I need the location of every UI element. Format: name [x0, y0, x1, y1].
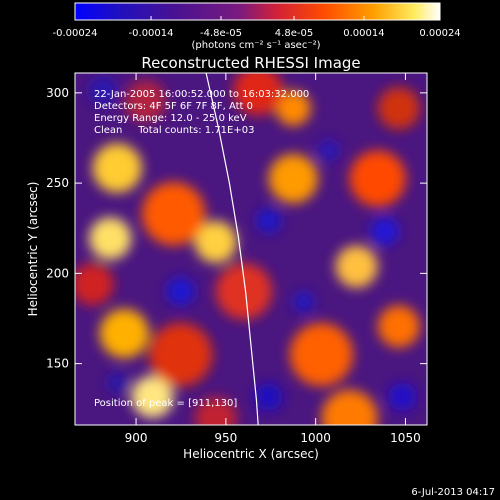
heatmap-blob	[148, 322, 213, 387]
heatmap-blob	[89, 76, 118, 105]
heatmap-blob	[289, 322, 354, 387]
heatmap-blob	[335, 245, 378, 288]
colorbar-tick-label: -0.00014	[129, 28, 174, 39]
solar-limb-curve	[205, 73, 259, 425]
annotation-block: 22-Jan-2005 16:00:52.000 to 16:03:32.000…	[94, 89, 309, 136]
x-tick-label: 950	[214, 431, 237, 445]
heatmap-blob	[293, 291, 315, 313]
x-axis-label: Heliocentric X (arcsec)	[183, 447, 319, 461]
heatmap-blob	[141, 182, 206, 246]
heatmap-blob	[233, 73, 283, 116]
heatmap-blob	[377, 305, 420, 348]
heatmap-blob	[194, 220, 237, 264]
heatmap-blob	[124, 80, 167, 123]
heatmap-blob	[166, 277, 195, 306]
footer-timestamp: 6-Jul-2013 04:17	[411, 487, 495, 498]
y-tick-label: 150	[46, 357, 69, 371]
chart-title: Reconstructed RHESSI Image	[141, 54, 360, 72]
x-axis-ticks: 900 950 1000 1050	[125, 73, 421, 445]
heatmap-blob	[75, 263, 114, 306]
annotation-clean-counts: Clean Total counts: 1.71E+03	[94, 125, 254, 136]
heatmap-blob	[215, 263, 273, 320]
y-axis-label: Heliocentric Y (arcsec)	[26, 182, 40, 317]
x-tick-label: 900	[125, 431, 148, 445]
heatmap-blob	[89, 217, 132, 260]
colorbar-units: (photons cm⁻² s⁻¹ asec⁻²)	[191, 40, 320, 51]
plot-frame	[74, 72, 428, 426]
heatmap-blob	[256, 208, 281, 234]
annotation-energy: Energy Range: 12.0 - 25.0 keV	[94, 113, 247, 124]
colorbar-gradient	[74, 2, 441, 21]
heatmap-blob	[349, 150, 406, 207]
heatmap-blob	[194, 396, 237, 425]
colorbar-tick-label: 0.00024	[419, 28, 460, 39]
heatmap-blob	[99, 308, 149, 359]
heatmap-blob	[92, 143, 142, 193]
heatmap-blob	[388, 382, 417, 411]
x-tick-label: 1050	[390, 431, 421, 445]
plot-area	[74, 72, 428, 426]
annotation-time-range: 22-Jan-2005 16:00:52.000 to 16:03:32.000	[94, 89, 309, 100]
heatmap-blob	[321, 389, 378, 425]
y-tick-label: 300	[46, 86, 69, 100]
colorbar-tick-label: 4.8e-05	[275, 28, 313, 39]
colorbar-tick-label: 0.00014	[343, 28, 384, 39]
heatmap-blob	[254, 382, 283, 411]
y-tick-label: 250	[46, 176, 69, 190]
peak-position-label: Position of peak = [911,130]	[94, 398, 237, 409]
colorbar: -0.00024 -0.00014 -4.8e-05 4.8e-05 0.00014 0.…	[53, 2, 461, 51]
heatmap-blobs	[75, 73, 420, 425]
x-tick-label: 1000	[300, 431, 331, 445]
colorbar-tick-label: -0.00024	[53, 28, 98, 39]
colorbar-ticks: -0.00024 -0.00014 -4.8e-05 4.8e-05 0.00014 0.…	[53, 16, 461, 39]
heatmap-blob	[370, 217, 399, 246]
y-tick-label: 200	[46, 266, 69, 280]
heatmap-blob	[268, 153, 318, 204]
heatmap-blob	[317, 139, 339, 161]
annotation-detectors: Detectors: 4F 5F 6F 7F 8F, Att 0	[94, 101, 253, 112]
heatmap-blob	[377, 87, 420, 130]
colorbar-tick-label: -4.8e-05	[200, 28, 242, 39]
y-axis-ticks: 150 200 250 300	[46, 86, 427, 371]
heatmap-blob	[106, 372, 128, 394]
heatmap-blob	[131, 375, 174, 418]
heatmap-blob	[275, 90, 311, 126]
